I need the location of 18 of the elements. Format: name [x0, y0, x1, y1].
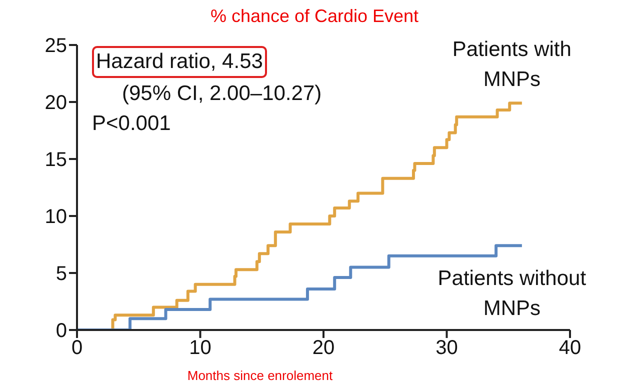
- x-axis-title: Months since enrolement: [186, 368, 334, 383]
- chart-title: % chance of Cardio Event: [209, 6, 420, 27]
- y-tick-label: 20: [44, 92, 67, 114]
- y-tick-label: 10: [44, 206, 67, 228]
- series-label: Patients without MNPs: [436, 266, 588, 322]
- y-tick-label: 15: [44, 149, 67, 172]
- annotation: (95% CI, 2.00–10.27): [122, 81, 322, 107]
- x-tick-label: 40: [558, 337, 582, 360]
- y-tick-label: 5: [56, 263, 67, 286]
- y-tick-label: 25: [44, 35, 67, 58]
- x-tick-label: 20: [312, 337, 335, 360]
- x-tick-label: 30: [436, 337, 458, 360]
- outline-box: Hazard ratio, 4.53: [92, 46, 267, 78]
- y-tick-label: 0: [56, 320, 67, 342]
- annotation: P<0.001: [92, 111, 171, 137]
- x-tick-label: 10: [189, 337, 212, 360]
- series-label: Patients with MNPs: [451, 37, 572, 94]
- x-tick-label: 0: [71, 337, 83, 360]
